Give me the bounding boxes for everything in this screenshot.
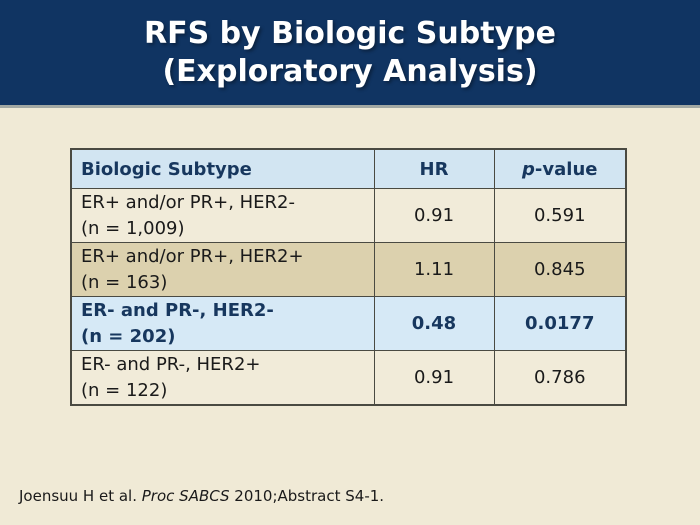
title-band: RFS by Biologic Subtype (Exploratory Ana…	[0, 0, 700, 108]
hr-cell: 1.11	[373, 242, 495, 297]
subtype-line-1: ER- and PR-, HER2-	[81, 299, 274, 321]
table-header-row: Biologic Subtype HR p-value	[70, 148, 627, 189]
p-value-italic-p: p	[522, 158, 535, 180]
subtype-cell: ER+ and/or PR+, HER2+ (n = 163)	[70, 242, 375, 297]
subtype-line-2: (n = 1,009)	[81, 217, 185, 239]
subtype-results-table: Biologic Subtype HR p-value ER+ and/or P…	[70, 148, 627, 406]
table-row: ER+ and/or PR+, HER2- (n = 1,009) 0.91 0…	[70, 188, 627, 243]
subtype-line-2: (n = 122)	[81, 379, 168, 401]
hr-cell: 0.91	[373, 188, 495, 243]
pvalue-cell: 0.0177	[493, 296, 627, 351]
subtype-line-2: (n = 163)	[81, 271, 168, 293]
table-row: ER- and PR-, HER2+ (n = 122) 0.91 0.786	[70, 350, 627, 406]
hr-cell: 0.48	[373, 296, 495, 351]
slide-title-line-1: RFS by Biologic Subtype	[144, 15, 556, 51]
header-cell-hr: HR	[373, 148, 495, 189]
table-row-highlighted: ER- and PR-, HER2- (n = 202) 0.48 0.0177	[70, 296, 627, 351]
citation-suffix: 2010;Abstract S4-1.	[229, 487, 385, 505]
subtype-line-2: (n = 202)	[81, 325, 176, 347]
subtype-line-1: ER+ and/or PR+, HER2+	[81, 245, 304, 267]
hr-cell: 0.91	[373, 350, 495, 406]
header-cell-biologic-subtype: Biologic Subtype	[70, 148, 375, 189]
header-cell-p-value: p-value	[493, 148, 627, 189]
subtype-results-table-wrap: Biologic Subtype HR p-value ER+ and/or P…	[70, 148, 627, 406]
subtype-line-1: ER- and PR-, HER2+	[81, 353, 261, 375]
slide-title-line-2: (Exploratory Analysis)	[162, 53, 538, 89]
citation-prefix: Joensuu H et al.	[19, 487, 142, 505]
subtype-line-1: ER+ and/or PR+, HER2-	[81, 191, 295, 213]
pvalue-cell: 0.845	[493, 242, 627, 297]
pvalue-cell: 0.591	[493, 188, 627, 243]
subtype-cell: ER- and PR-, HER2- (n = 202)	[70, 296, 375, 351]
subtype-cell: ER+ and/or PR+, HER2- (n = 1,009)	[70, 188, 375, 243]
p-value-rest: -value	[534, 158, 598, 180]
subtype-cell: ER- and PR-, HER2+ (n = 122)	[70, 350, 375, 406]
table-row: ER+ and/or PR+, HER2+ (n = 163) 1.11 0.8…	[70, 242, 627, 297]
pvalue-cell: 0.786	[493, 350, 627, 406]
citation: Joensuu H et al. Proc SABCS 2010;Abstrac…	[19, 487, 384, 505]
citation-source: Proc SABCS	[141, 487, 230, 505]
